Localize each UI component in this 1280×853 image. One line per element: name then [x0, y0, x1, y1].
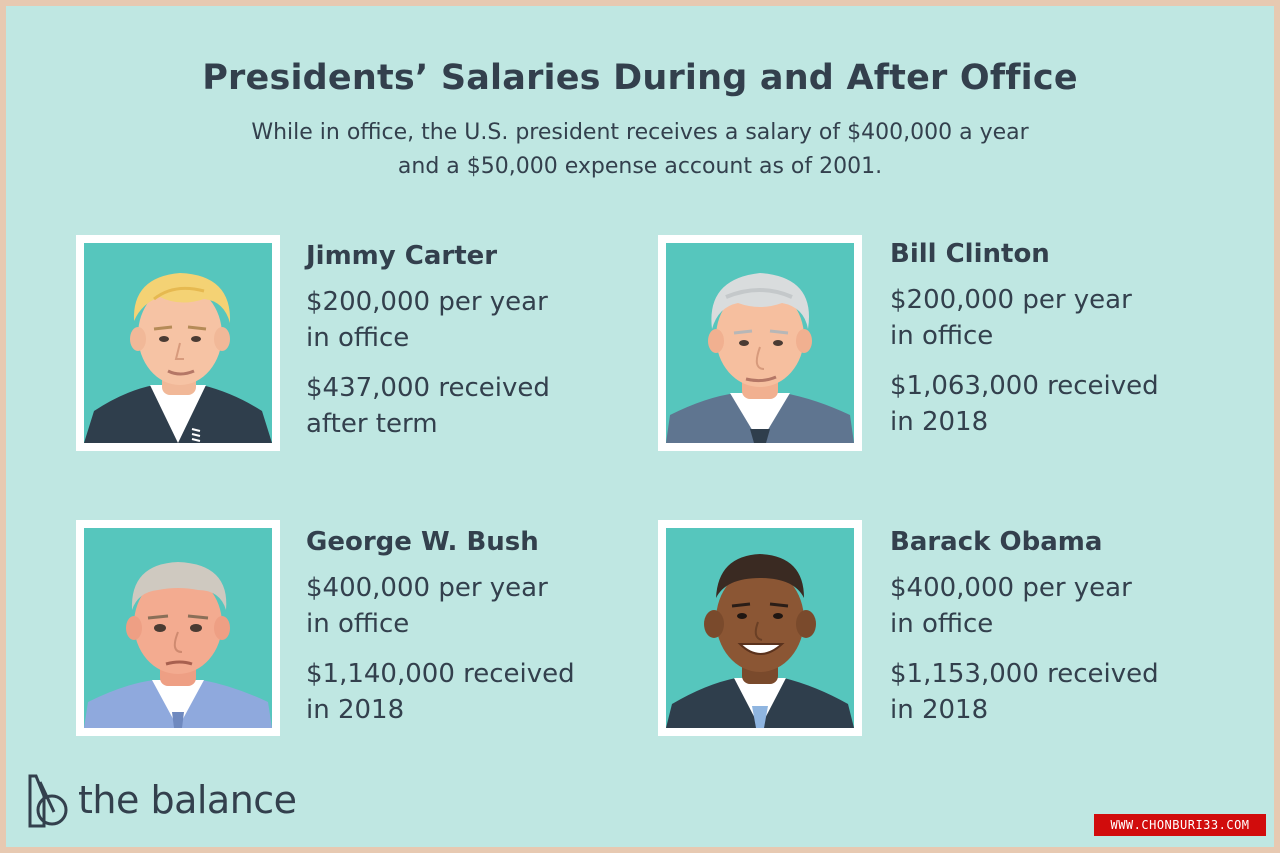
- after-office-line: $1,063,000 received: [890, 371, 1159, 401]
- portrait-george-w-bush: [76, 520, 280, 736]
- after-office-line: after term: [306, 409, 438, 439]
- page-subtitle: While in office, the U.S. president rece…: [6, 116, 1274, 184]
- card-jimmy-carter: Jimmy Carter $200,000 per year in office…: [306, 238, 550, 442]
- salary-line: $400,000 per year: [890, 573, 1132, 603]
- card-george-w-bush: George W. Bush $400,000 per year in offi…: [306, 524, 575, 728]
- card-barack-obama: Barack Obama $400,000 per year in office…: [890, 524, 1159, 728]
- after-office-line: in 2018: [306, 695, 405, 725]
- portrait-jimmy-carter: [76, 235, 280, 451]
- salary-line: $200,000 per year: [890, 285, 1132, 315]
- portrait-bill-clinton: [658, 235, 862, 451]
- watermark-badge: WWW.CHONBURI33.COM: [1094, 814, 1266, 836]
- bill-clinton-illustration: [666, 243, 854, 443]
- president-name: George W. Bush: [306, 527, 539, 557]
- after-office-line: in 2018: [890, 695, 989, 725]
- after-office-line: $1,140,000 received: [306, 659, 575, 689]
- infographic-canvas: Presidents’ Salaries During and After Of…: [6, 6, 1274, 847]
- george-w-bush-illustration: [84, 528, 272, 728]
- salary-line: in office: [306, 609, 410, 639]
- salary-line: $400,000 per year: [306, 573, 548, 603]
- balance-logo-icon: [28, 774, 68, 828]
- page-title: Presidents’ Salaries During and After Of…: [202, 58, 1078, 98]
- president-name: Jimmy Carter: [306, 241, 498, 271]
- brand-name: the balance: [78, 778, 297, 822]
- after-office-line: in 2018: [890, 407, 989, 437]
- after-office-line: $1,153,000 received: [890, 659, 1159, 689]
- subtitle-line-2: and a $50,000 expense account as of 2001…: [397, 154, 883, 179]
- salary-line: in office: [890, 609, 994, 639]
- barack-obama-illustration: [666, 528, 854, 728]
- president-name: Barack Obama: [890, 527, 1103, 557]
- after-office-line: $437,000 received: [306, 373, 550, 403]
- brand-logo: the balance: [26, 772, 326, 832]
- salary-line: $200,000 per year: [306, 287, 548, 317]
- subtitle-line-1: While in office, the U.S. president rece…: [251, 120, 1029, 145]
- salary-line: in office: [890, 321, 994, 351]
- portrait-barack-obama: [658, 520, 862, 736]
- card-bill-clinton: Bill Clinton $200,000 per year in office…: [890, 236, 1159, 440]
- salary-line: in office: [306, 323, 410, 353]
- jimmy-carter-illustration: [84, 243, 272, 443]
- president-name: Bill Clinton: [890, 239, 1050, 269]
